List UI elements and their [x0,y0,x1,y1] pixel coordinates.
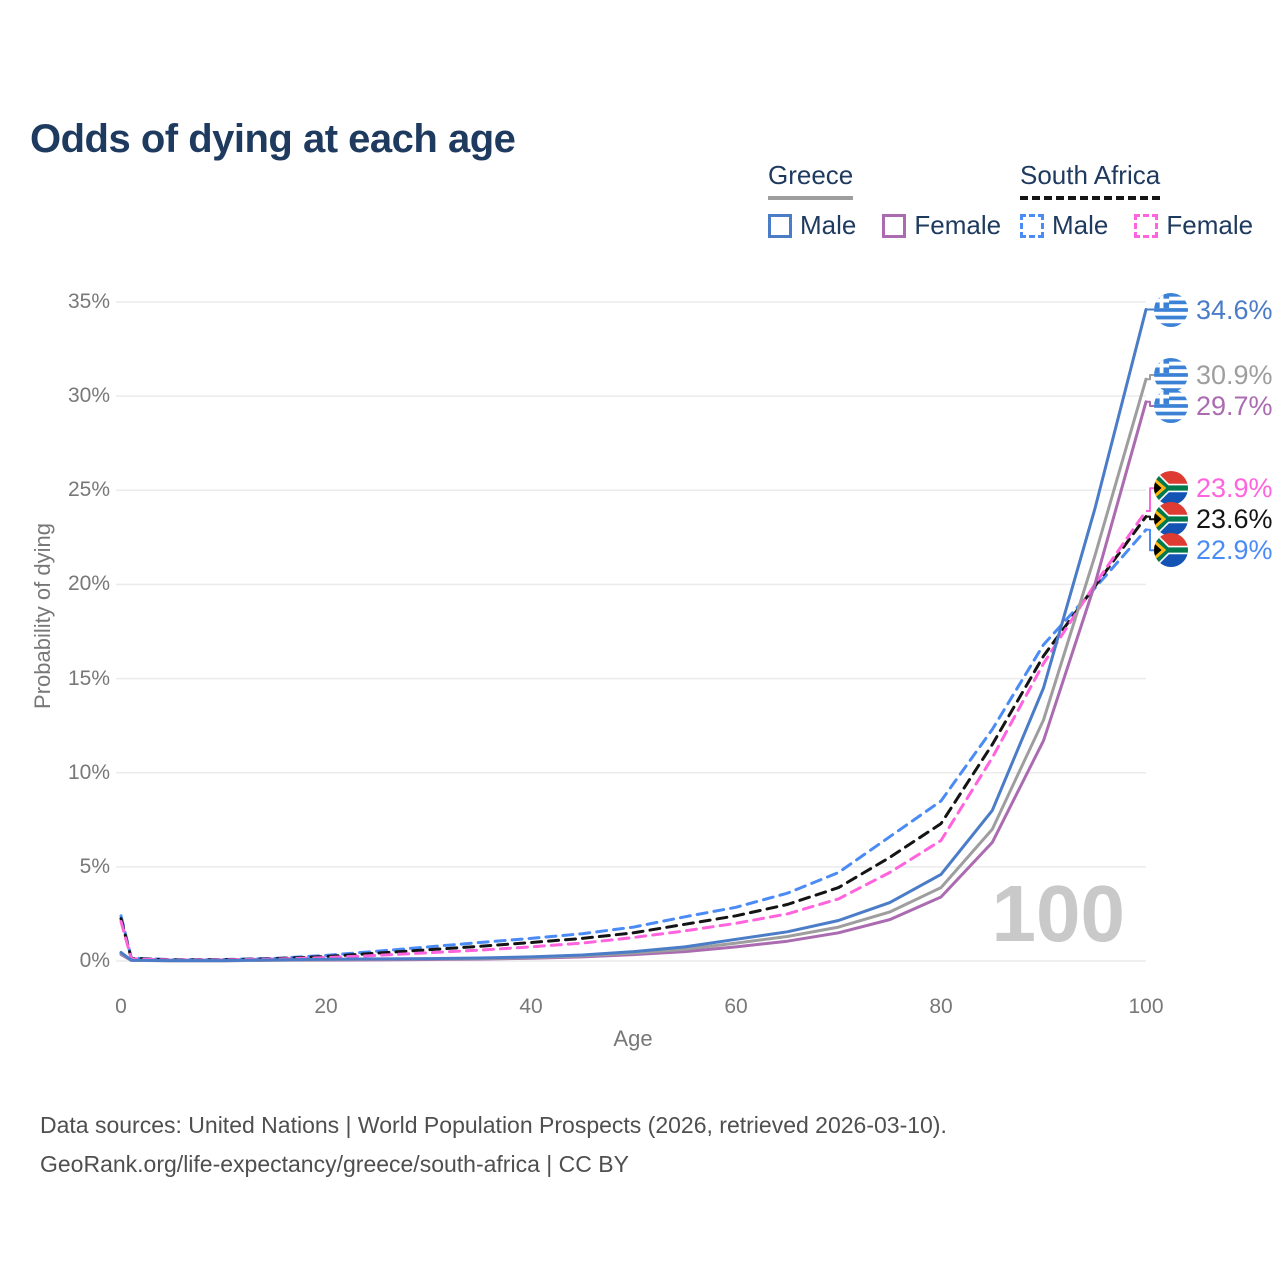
y-tick-label: 5% [79,854,110,878]
legend-item-greece-female[interactable]: Female [882,210,1001,241]
end-label-connector-greece-both [1146,374,1154,381]
footer-attribution: GeoRank.org/life-expectancy/greece/south… [40,1151,629,1177]
x-axis-title: Age [613,1026,653,1051]
page-title: Odds of dying at each age [30,116,516,161]
series-line-greece-male [119,308,1148,963]
x-tick-label: 40 [519,995,543,1018]
south-africa-flag-icon [1154,471,1188,506]
south-africa-flag-icon [1154,502,1188,537]
x-tick-label: 20 [314,995,338,1018]
legend-items-greece: Male Female [768,210,1001,241]
end-value-label-south-africa-male: 22.9% [1196,535,1273,566]
x-tick-label: 60 [724,995,748,1018]
legend-label-greece-female: Female [914,210,1002,240]
y-tick-label: 15% [67,666,110,690]
south-africa-female-swatch-icon [1134,213,1159,238]
legend-label-south-africa-male: Male [1052,210,1109,240]
end-label-connector-greece-female [1146,400,1154,407]
y-tick-label: 0% [79,949,110,972]
legend-header-south-africa: South Africa [1020,160,1161,200]
greece-flag-icon [1154,388,1188,423]
y-tick-label: 25% [67,478,110,502]
greece-flag-icon [1154,357,1188,392]
legend-group-greece: Greece Male Female [768,160,1001,241]
end-value-label-south-africa-both: 23.6% [1196,504,1273,535]
greece-male-swatch-icon [768,213,792,238]
age-watermark: 100 [991,869,1125,958]
x-tick-label: 100 [1128,995,1164,1018]
y-tick-label: 30% [67,384,110,408]
legend-header-greece: Greece [768,160,854,200]
end-label-connector-south-africa-male [1146,528,1154,552]
end-value-label-greece-male: 34.6% [1196,294,1273,325]
legend-item-south-africa-female[interactable]: Female [1134,210,1253,241]
y-tick-label: 20% [67,572,110,596]
y-tick-label: 10% [67,760,110,784]
greece-flag-icon [1154,292,1188,327]
south-africa-male-swatch-icon [1020,213,1044,238]
legend-item-south-africa-male[interactable]: Male [1020,210,1108,241]
end-label-connector-south-africa-female [1146,487,1154,512]
legend-label-south-africa-female: Female [1166,210,1254,240]
end-value-label-greece-female: 29.7% [1196,390,1273,421]
x-tick-label: 80 [929,995,953,1018]
greece-female-swatch-icon [882,213,907,238]
end-value-label-greece-both: 30.9% [1196,359,1273,390]
legend-label-greece-male: Male [800,210,857,240]
legend-group-south-africa: South Africa Male Female [1020,160,1253,241]
x-tick-label: 0 [115,995,127,1018]
footer: Data sources: United Nations | World Pop… [40,1106,947,1184]
end-value-label-south-africa-female: 23.9% [1196,473,1273,504]
south-africa-flag-icon [1154,533,1188,568]
footer-data-sources: Data sources: United Nations | World Pop… [40,1112,947,1138]
legend-item-greece-male[interactable]: Male [768,210,856,241]
end-label-connector-south-africa-both [1146,515,1154,521]
y-tick-label: 35% [67,290,110,313]
legend-items-south-africa: Male Female [1020,210,1253,241]
